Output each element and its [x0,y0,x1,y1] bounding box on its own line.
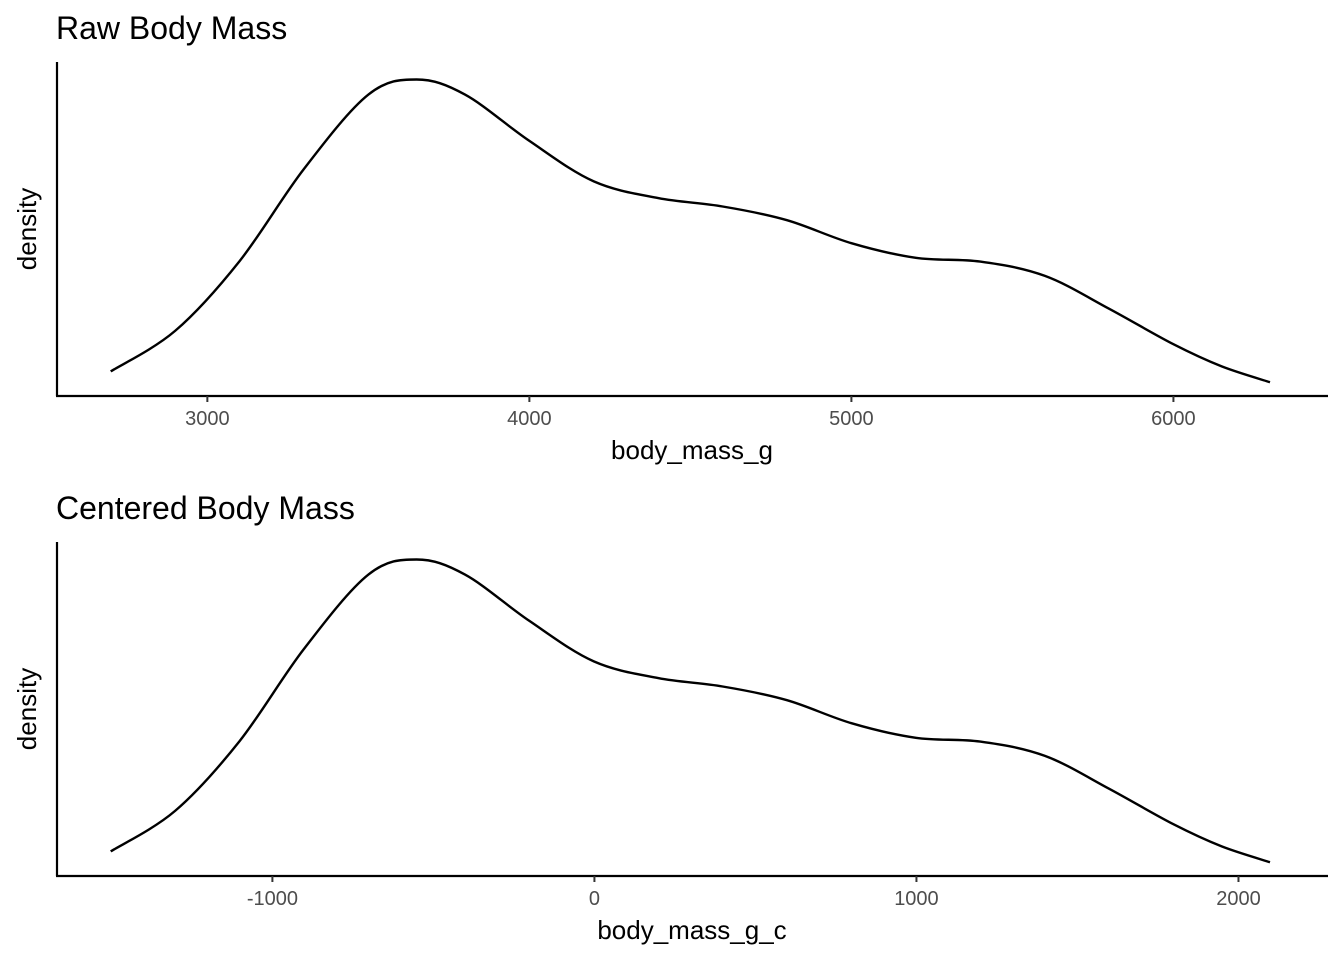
x-tick-label: 2000 [1216,888,1261,910]
density-curve-centered [110,558,1271,864]
x-tick-label: 5000 [829,408,874,430]
x-tick-label: 6000 [1151,408,1196,430]
density-curve-raw [110,78,1271,384]
chart-title-centered: Centered Body Mass [56,490,355,526]
x-tick-label: 0 [589,888,600,910]
x-tick-label: 1000 [894,888,939,910]
y-axis-title-raw: density [12,188,42,270]
y-axis-title-centered: density [12,668,42,750]
x-ticks-raw: 3000 4000 5000 6000 [185,396,1196,430]
x-axis-title-centered: body_mass_g_c [597,915,786,945]
panel-raw-body-mass: Raw Body Mass density body_mass_g 3000 40… [12,10,1328,465]
x-ticks-centered: -1000 0 1000 2000 [247,876,1261,910]
x-tick-label: -1000 [247,888,298,910]
chart-title-raw: Raw Body Mass [56,10,287,46]
x-tick-label: 4000 [507,408,552,430]
x-axis-title-raw: body_mass_g [611,435,773,465]
panel-centered-body-mass: Centered Body Mass density body_mass_g_c… [12,490,1328,945]
x-tick-label: 3000 [185,408,230,430]
